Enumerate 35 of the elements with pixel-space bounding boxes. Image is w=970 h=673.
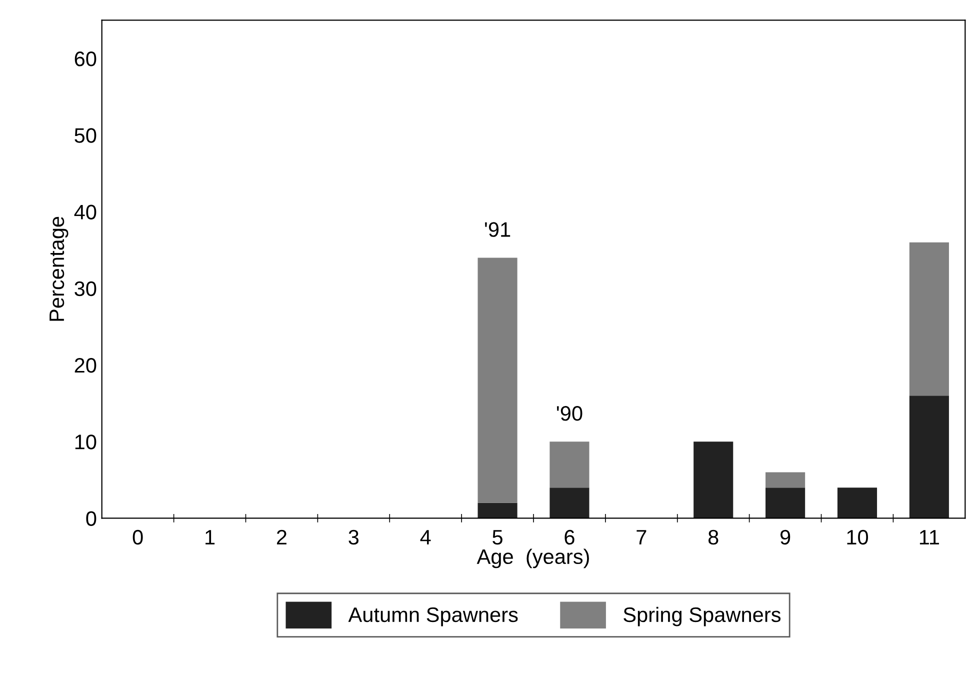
bar — [550, 488, 590, 518]
x-axis-title: Age (years) — [476, 548, 589, 568]
y-tick-label: 10 — [75, 434, 96, 450]
x-tick-label: 9 — [780, 530, 790, 545]
x-tick-label: 8 — [708, 530, 718, 545]
bar — [694, 442, 734, 518]
x-tick-label: 0 — [132, 530, 143, 545]
x-tick-label: 1 — [206, 530, 215, 544]
annotation: '91 — [485, 222, 510, 237]
y-tick-label: 20 — [74, 358, 96, 373]
bar — [909, 242, 949, 396]
x-tick-label: 5 — [492, 530, 502, 545]
x-tick-label: 6 — [564, 530, 574, 545]
bar — [478, 258, 518, 503]
bar — [909, 396, 949, 518]
x-tick-label: 10 — [847, 530, 868, 545]
x-tick-label: 7 — [636, 530, 646, 544]
bar — [550, 442, 590, 488]
y-tick-label: 50 — [74, 128, 96, 143]
legend-label: Spring Spawners — [624, 606, 781, 626]
x-tick-label: 11 — [920, 530, 939, 544]
x-tick-label: 4 — [420, 530, 431, 544]
legend-label: Autumn Spawners — [348, 607, 518, 626]
y-tick-label: 60 — [74, 52, 96, 66]
bar — [478, 502, 518, 518]
y-tick-label: 0 — [86, 511, 96, 526]
y-tick-label: 30 — [74, 281, 96, 296]
bar — [837, 488, 878, 518]
bar — [766, 488, 806, 518]
y-axis-title: Percentage — [50, 216, 68, 321]
x-tick-label: 2 — [276, 530, 286, 544]
x-tick-label: 3 — [348, 530, 359, 545]
bar — [766, 472, 806, 488]
annotation: '90 — [556, 406, 582, 421]
y-tick-label: 40 — [74, 204, 96, 220]
